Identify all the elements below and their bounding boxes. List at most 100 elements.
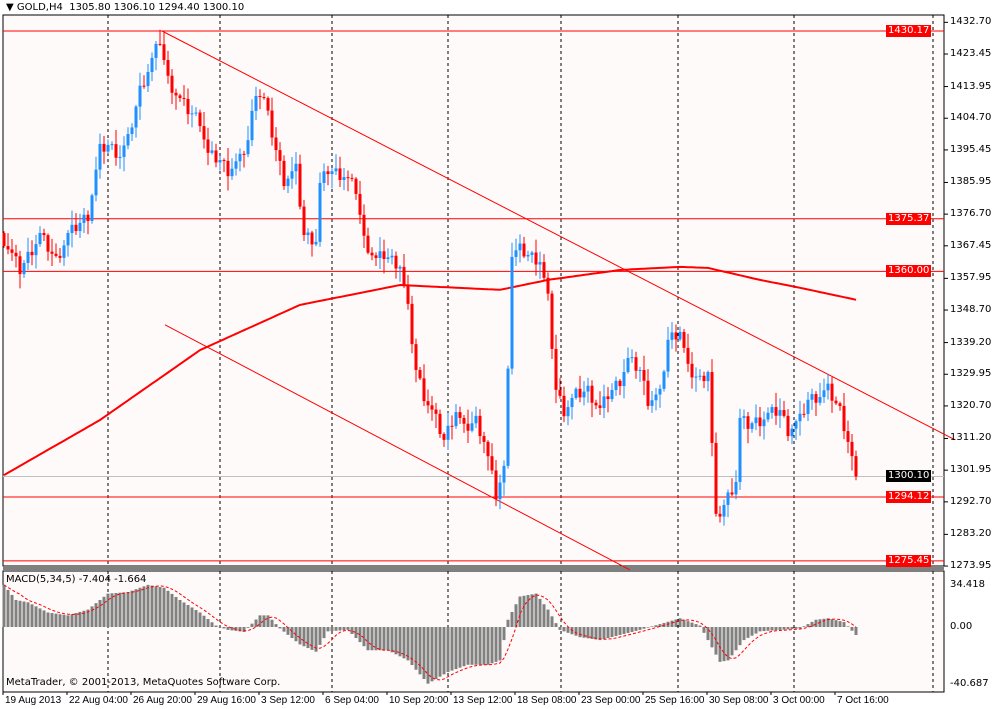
macd-bar xyxy=(238,627,242,632)
macd-bar xyxy=(190,607,194,627)
candle-body xyxy=(462,417,466,424)
time-axis-label: 3 Oct 00:00 xyxy=(773,695,825,706)
candle-body xyxy=(522,243,526,257)
macd-bar xyxy=(450,627,454,671)
candle-body xyxy=(374,255,378,258)
macd-bar xyxy=(726,627,730,661)
candle-body xyxy=(42,232,46,236)
macd-bar xyxy=(122,592,126,627)
candle-body xyxy=(222,160,226,162)
candle-body xyxy=(310,232,314,245)
candle-body xyxy=(206,139,210,153)
candle-body xyxy=(74,224,78,232)
candle-body xyxy=(674,332,678,340)
candle-body xyxy=(338,168,342,180)
candle-body xyxy=(314,241,318,245)
candle-body xyxy=(246,140,250,155)
candle-body xyxy=(662,371,666,389)
macd-bar xyxy=(842,622,846,627)
candle-body xyxy=(646,380,650,406)
macd-bar xyxy=(214,625,218,627)
macd-bar xyxy=(230,627,234,631)
macd-bar xyxy=(18,600,22,627)
candle-body xyxy=(182,98,186,100)
candle-body xyxy=(542,262,546,278)
macd-bar xyxy=(66,615,70,627)
candle-body xyxy=(270,110,274,138)
macd-bar xyxy=(618,627,622,635)
candle-body xyxy=(686,347,690,364)
macd-bar xyxy=(774,627,778,631)
candle-body xyxy=(826,383,830,391)
candle-body xyxy=(242,153,246,155)
candle-body xyxy=(734,481,738,495)
time-axis-label: 13 Sep 12:00 xyxy=(453,695,513,706)
macd-bar xyxy=(454,627,458,670)
candle-body xyxy=(722,504,726,517)
candle-body xyxy=(802,413,806,415)
candle-body xyxy=(798,413,802,422)
macd-bar xyxy=(166,590,170,627)
candle-body xyxy=(586,385,590,392)
macd-bar xyxy=(134,589,138,627)
macd-bar xyxy=(546,609,550,627)
candle-body xyxy=(782,410,786,416)
macd-bar xyxy=(330,627,334,632)
candle-body xyxy=(362,214,366,236)
macd-bar xyxy=(246,627,250,628)
macd-bar xyxy=(150,585,154,627)
macd-bar xyxy=(262,615,266,627)
candle-body xyxy=(218,160,222,163)
macd-bar xyxy=(702,627,706,633)
candle-body xyxy=(238,153,242,162)
macd-bar xyxy=(830,619,834,627)
candle-body xyxy=(46,235,50,252)
macd-bar xyxy=(534,593,538,627)
macd-bar xyxy=(202,615,206,627)
candle-body xyxy=(610,389,614,400)
level-price-label: 1375.37 xyxy=(886,212,932,225)
candle-body xyxy=(382,251,386,260)
macd-bar xyxy=(574,627,578,636)
candle-body xyxy=(50,251,54,254)
time-axis-label: 30 Sep 08:00 xyxy=(709,695,769,706)
candle-body xyxy=(538,262,542,265)
chart-header: ▼ GOLD,H4 1305.80 1306.10 1294.40 1300.1… xyxy=(6,2,244,14)
macd-bar xyxy=(50,613,54,627)
candle-body xyxy=(482,436,486,442)
candle-body xyxy=(174,92,178,96)
macd-bar xyxy=(614,627,618,637)
candle-body xyxy=(830,383,834,401)
macd-bar xyxy=(434,627,438,680)
candle-body xyxy=(318,182,322,242)
macd-bar xyxy=(206,619,210,627)
candle-body xyxy=(698,375,702,377)
macd-bar xyxy=(798,627,802,629)
candle-body xyxy=(770,407,774,413)
macd-bar xyxy=(182,602,186,627)
macd-bar xyxy=(742,627,746,641)
macd-bar xyxy=(10,594,14,627)
macd-bar xyxy=(698,625,702,627)
macd-bar xyxy=(302,627,306,647)
macd-bar xyxy=(638,627,642,630)
candle-body xyxy=(330,171,334,175)
candle-body xyxy=(518,243,522,251)
candle-body xyxy=(838,403,842,406)
macd-bar xyxy=(70,614,74,627)
macd-bar xyxy=(346,627,350,630)
macd-bar xyxy=(558,627,562,630)
macd-bar xyxy=(510,611,514,627)
collapse-triangle-icon[interactable]: ▼ xyxy=(6,2,14,13)
macd-bar xyxy=(478,627,482,665)
candle-body xyxy=(254,95,258,111)
level-price-label: 1360.00 xyxy=(886,265,932,278)
macd-bar xyxy=(34,606,38,627)
macd-bar xyxy=(674,619,678,627)
macd-bar xyxy=(758,627,762,632)
macd-bar xyxy=(814,619,818,627)
candle-body xyxy=(402,266,406,286)
macd-bar xyxy=(354,627,358,639)
candle-body xyxy=(622,372,626,387)
